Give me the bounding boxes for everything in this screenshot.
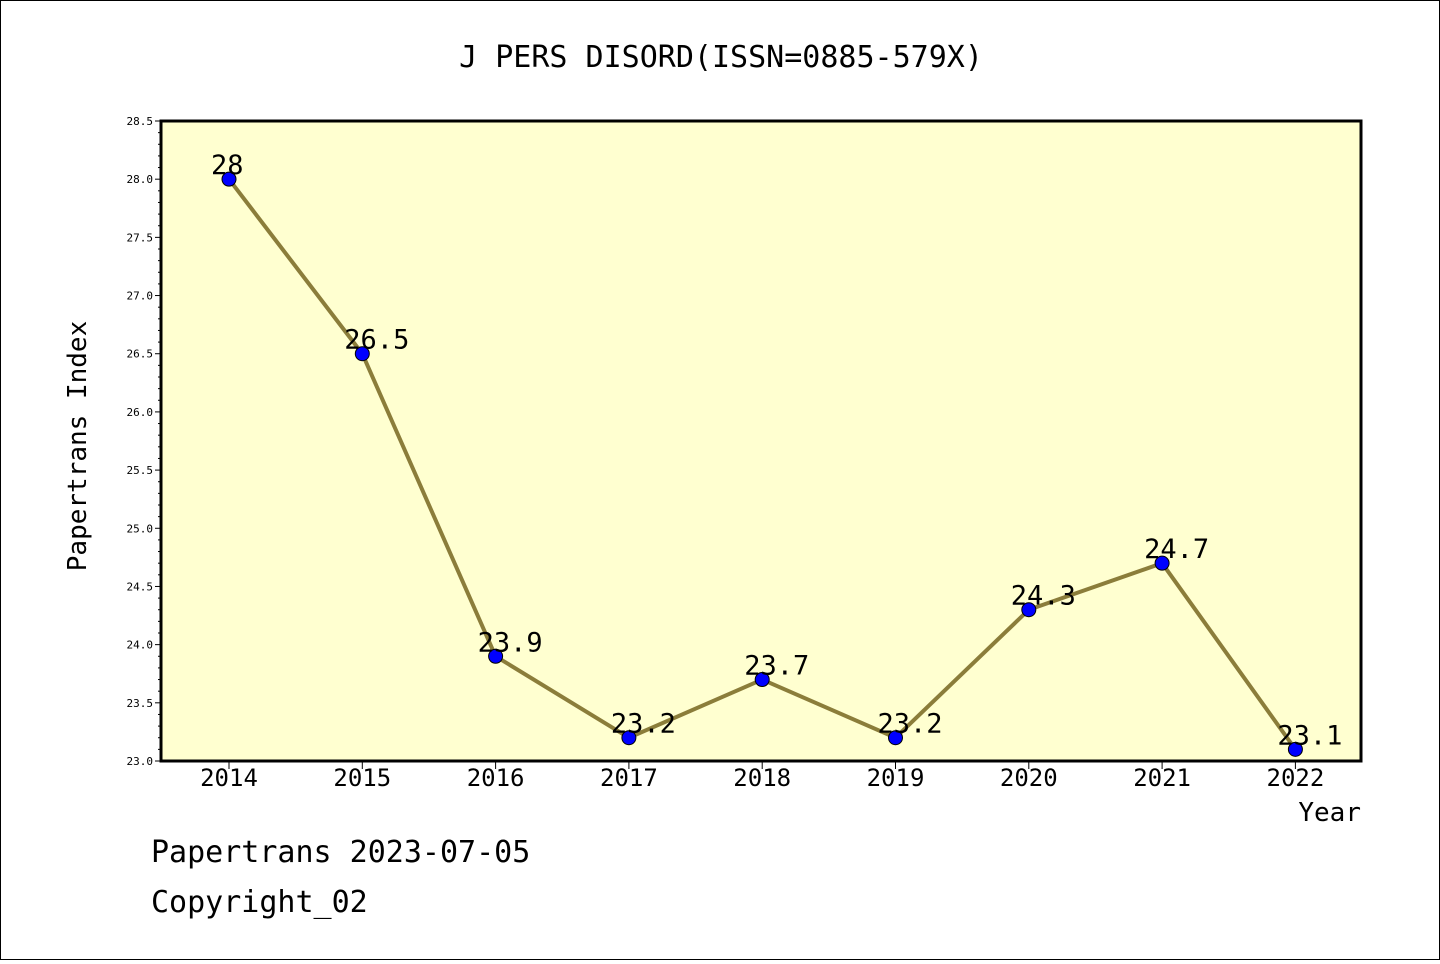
x-axis: 2014 2015 2016 2017 2018 2019 2020 2021 2022 (200, 761, 1324, 792)
y-tick-label: 27.5 (127, 231, 154, 244)
data-point (221, 171, 237, 187)
data-label: 23.2 (611, 709, 676, 740)
x-tick-label: 2018 (733, 764, 791, 792)
footer-date: Papertrans 2023-07-05 (151, 835, 531, 870)
data-label: 23.9 (478, 627, 543, 658)
data-label: 23.2 (878, 709, 943, 740)
x-tick-label: 2017 (600, 764, 658, 792)
data-labels: 28 26.5 23.9 23.2 23.7 23.2 24.3 24.7 23.1 (211, 150, 1342, 751)
y-tick-label: 24.5 (127, 580, 154, 593)
y-tick-label: 24.0 (127, 639, 154, 652)
y-tick-label: 23.0 (127, 755, 154, 768)
data-label: 23.1 (1277, 720, 1342, 751)
data-point (1021, 602, 1037, 618)
data-points (221, 171, 1303, 757)
data-point (621, 730, 637, 746)
data-label: 28 (211, 150, 244, 181)
x-tick-label: 2015 (333, 764, 391, 792)
x-axis-label: Year (1298, 798, 1361, 828)
y-tick-label: 28.0 (127, 173, 154, 186)
data-point (888, 730, 903, 746)
y-tick-label: 25.0 (127, 522, 154, 535)
data-point (754, 672, 770, 688)
plot-area (159, 119, 1363, 763)
x-tick-label: 2019 (867, 764, 925, 792)
y-tick-label: 27.0 (127, 290, 154, 303)
data-label: 26.5 (344, 325, 409, 356)
y-tick-label: 26.5 (127, 348, 154, 361)
y-tick-label: 23.5 (127, 697, 154, 710)
data-point (1154, 555, 1170, 571)
x-tick-label: 2016 (467, 764, 525, 792)
chart-title: J PERS DISORD(ISSN=0885-579X) (459, 40, 983, 75)
footer-copyright: Copyright_02 (151, 885, 368, 920)
data-label: 24.7 (1144, 534, 1209, 565)
y-tick-label: 28.5 (127, 115, 154, 128)
y-axis-label: Papertrans Index (63, 321, 93, 571)
data-label: 24.3 (1011, 581, 1076, 612)
y-tick-label: 25.5 (127, 464, 154, 477)
data-point (488, 648, 504, 664)
y-tick-label: 26.0 (127, 406, 154, 419)
data-point (354, 346, 370, 362)
data-point (1287, 741, 1303, 757)
y-axis: 23.0 23.5 24.0 24.5 25.0 25.5 26.0 26.5 27.0 27.5… (127, 115, 161, 768)
x-tick-label: 2014 (200, 764, 258, 792)
data-label: 23.7 (744, 651, 809, 682)
x-tick-label: 2020 (1000, 764, 1058, 792)
x-tick-label: 2022 (1267, 764, 1325, 792)
x-tick-label: 2021 (1133, 764, 1191, 792)
